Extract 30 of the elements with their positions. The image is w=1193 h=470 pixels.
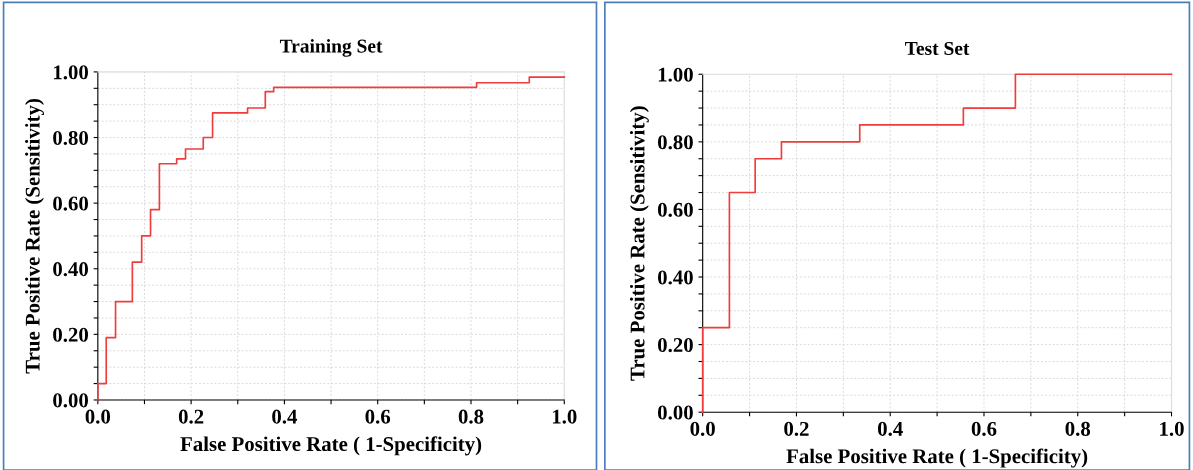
x-tick-label: 0.8	[458, 409, 484, 424]
x-tick-label: 0.2	[178, 409, 204, 424]
y-tick-label: 0.40	[53, 262, 88, 277]
x-axis-title: False Positive Rate ( 1-Specificity)	[180, 436, 482, 456]
x-tick-label: 0.0	[690, 421, 715, 436]
x-tick-label: 1.0	[552, 409, 577, 424]
y-tick-label: 1.00	[54, 65, 88, 80]
x-tick-label: 0.0	[85, 409, 111, 424]
y-axis-title: True Positive Rate (Sensitivity)	[25, 99, 45, 374]
x-axis-title: False Positive Rate ( 1-Specificity)	[786, 448, 1088, 468]
y-tick-label: 0.40	[657, 270, 693, 285]
y-tick-label: 0.20	[657, 337, 693, 353]
x-tick-label: 0.6	[365, 409, 391, 424]
y-axis-title: True Positive Rate (Sensitivity)	[629, 106, 649, 381]
y-tick-label: 0.00	[53, 393, 88, 408]
y-tick-label: 0.60	[53, 196, 88, 211]
x-tick-label: 1.0	[1160, 421, 1184, 436]
chart-title: Test Set	[905, 41, 970, 56]
x-tick-label: 0.4	[272, 409, 298, 424]
chart-title: Training Set	[279, 38, 383, 57]
y-tick-label: 1.00	[658, 67, 693, 82]
x-tick-label: 0.6	[971, 421, 997, 436]
x-tick-label: 0.8	[1065, 421, 1091, 436]
y-tick-label: 0.80	[53, 130, 88, 146]
x-tick-label: 0.4	[877, 421, 903, 436]
x-tick-label: 0.2	[784, 421, 809, 436]
y-tick-label: 0.80	[657, 135, 693, 150]
y-tick-label: 0.00	[657, 405, 693, 420]
y-tick-label: 0.60	[657, 202, 693, 217]
y-tick-label: 0.20	[53, 327, 88, 342]
